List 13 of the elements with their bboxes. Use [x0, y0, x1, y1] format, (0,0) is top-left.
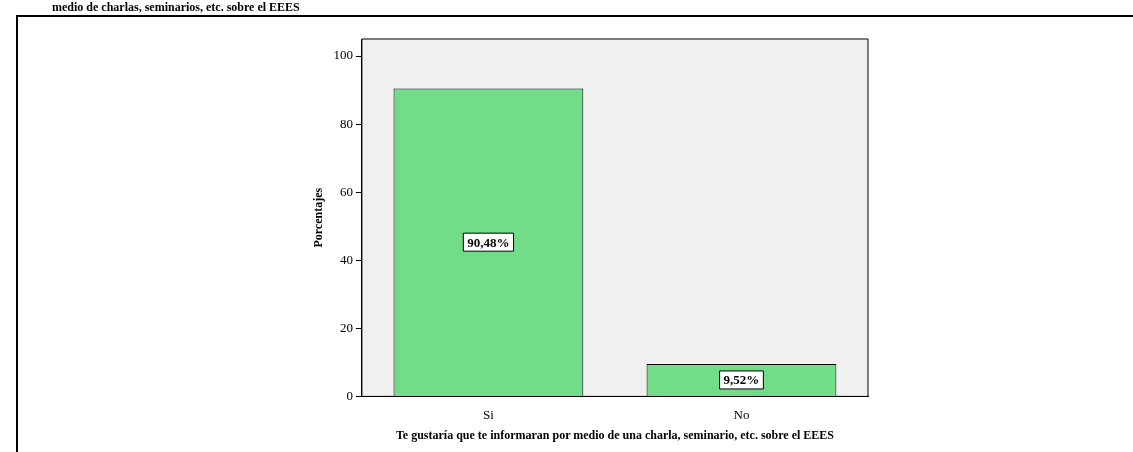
- data-label: 9,52%: [723, 372, 760, 388]
- x-tick-label: Si: [483, 406, 495, 422]
- y-tick-label: 80: [339, 115, 353, 131]
- y-tick-label: 60: [339, 183, 353, 199]
- text: medio de charlas, seminarios, etc. sobre el EEES: [52, 0, 300, 14]
- y-tick-label: 0: [346, 387, 353, 403]
- y-tick-label: 40: [339, 251, 353, 267]
- y-axis-title: Porcentajes: [311, 187, 326, 248]
- y-tick-label: 100: [333, 47, 353, 63]
- data-label: 90,48%: [467, 234, 510, 250]
- x-tick-label: No: [733, 406, 750, 422]
- x-axis-title: Te gustaría que te informaran por medio de una charla, seminario, etc. sobre el EEES: [395, 428, 835, 443]
- y-tick-label: 20: [339, 319, 353, 335]
